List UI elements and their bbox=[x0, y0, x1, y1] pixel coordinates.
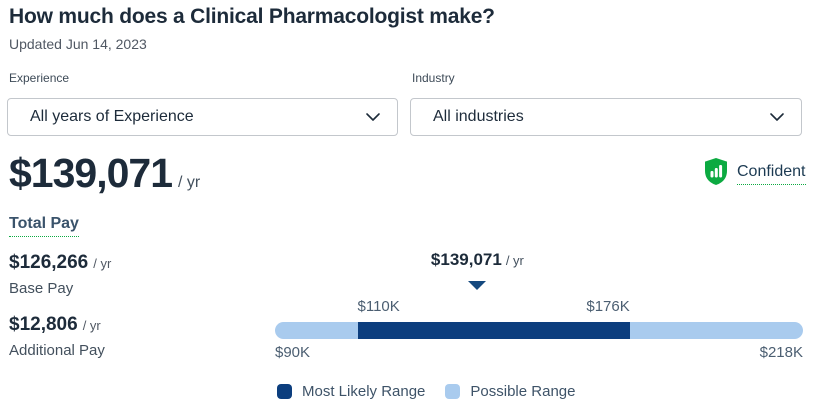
experience-select[interactable]: All years of Experience bbox=[7, 98, 398, 136]
possible-range-bar bbox=[275, 322, 803, 339]
additional-pay-label: Additional Pay bbox=[9, 342, 105, 359]
estimate-label-group: $139,071 / yr bbox=[431, 250, 524, 270]
legend-label: Most Likely Range bbox=[302, 383, 426, 400]
confidence-badge[interactable]: Confident bbox=[703, 157, 806, 191]
industry-select[interactable]: All industries bbox=[410, 98, 802, 136]
confidence-label: Confident bbox=[737, 163, 806, 185]
likely-range-segment bbox=[357, 322, 630, 339]
chevron-down-icon bbox=[365, 109, 381, 125]
estimate-value: $139,071 bbox=[430, 250, 502, 269]
updated-date: Updated Jun 14, 2023 bbox=[9, 36, 147, 52]
base-pay-unit: / yr bbox=[93, 256, 112, 271]
likely-min-label: $110K bbox=[357, 298, 400, 315]
legend-item-likely: Most Likely Range bbox=[277, 383, 425, 400]
base-pay-value: $126,266 bbox=[9, 252, 89, 273]
estimate-unit: / yr bbox=[505, 253, 524, 268]
range-min-label: $90K bbox=[275, 344, 311, 361]
additional-pay-unit: / yr bbox=[82, 318, 101, 333]
experience-select-value: All years of Experience bbox=[30, 108, 194, 125]
legend-item-possible: Possible Range bbox=[445, 383, 575, 400]
additional-pay-amount: $12,806 / yr bbox=[9, 314, 101, 336]
industry-filter-label: Industry bbox=[412, 71, 455, 85]
likely-max-label: $176K bbox=[586, 298, 630, 315]
total-pay-label[interactable]: Total Pay bbox=[9, 215, 79, 237]
shield-confidence-icon bbox=[703, 157, 729, 191]
base-pay-amount: $126,266 / yr bbox=[9, 252, 111, 274]
total-pay-amount: $139,071 / yr bbox=[9, 150, 200, 197]
base-pay-label: Base Pay bbox=[9, 280, 74, 297]
total-pay-value: $139,071 bbox=[9, 150, 173, 196]
range-max-label: $218K bbox=[759, 344, 803, 361]
legend-swatch bbox=[277, 384, 292, 399]
industry-select-value: All industries bbox=[433, 108, 524, 125]
salary-range-chart: $139,071 / yr $110K $176K $90K $218K Mos… bbox=[275, 250, 803, 408]
estimate-marker-triangle bbox=[468, 281, 487, 290]
legend-swatch bbox=[445, 384, 461, 399]
additional-pay-value: $12,806 bbox=[9, 314, 78, 335]
total-pay-unit: / yr bbox=[178, 174, 201, 191]
experience-filter-label: Experience bbox=[9, 71, 70, 85]
legend-label: Possible Range bbox=[470, 383, 576, 400]
chevron-down-icon bbox=[769, 109, 785, 125]
chart-legend: Most Likely Range Possible Range bbox=[277, 383, 575, 400]
page-title: How much does a Clinical Pharmacologist … bbox=[9, 5, 495, 28]
